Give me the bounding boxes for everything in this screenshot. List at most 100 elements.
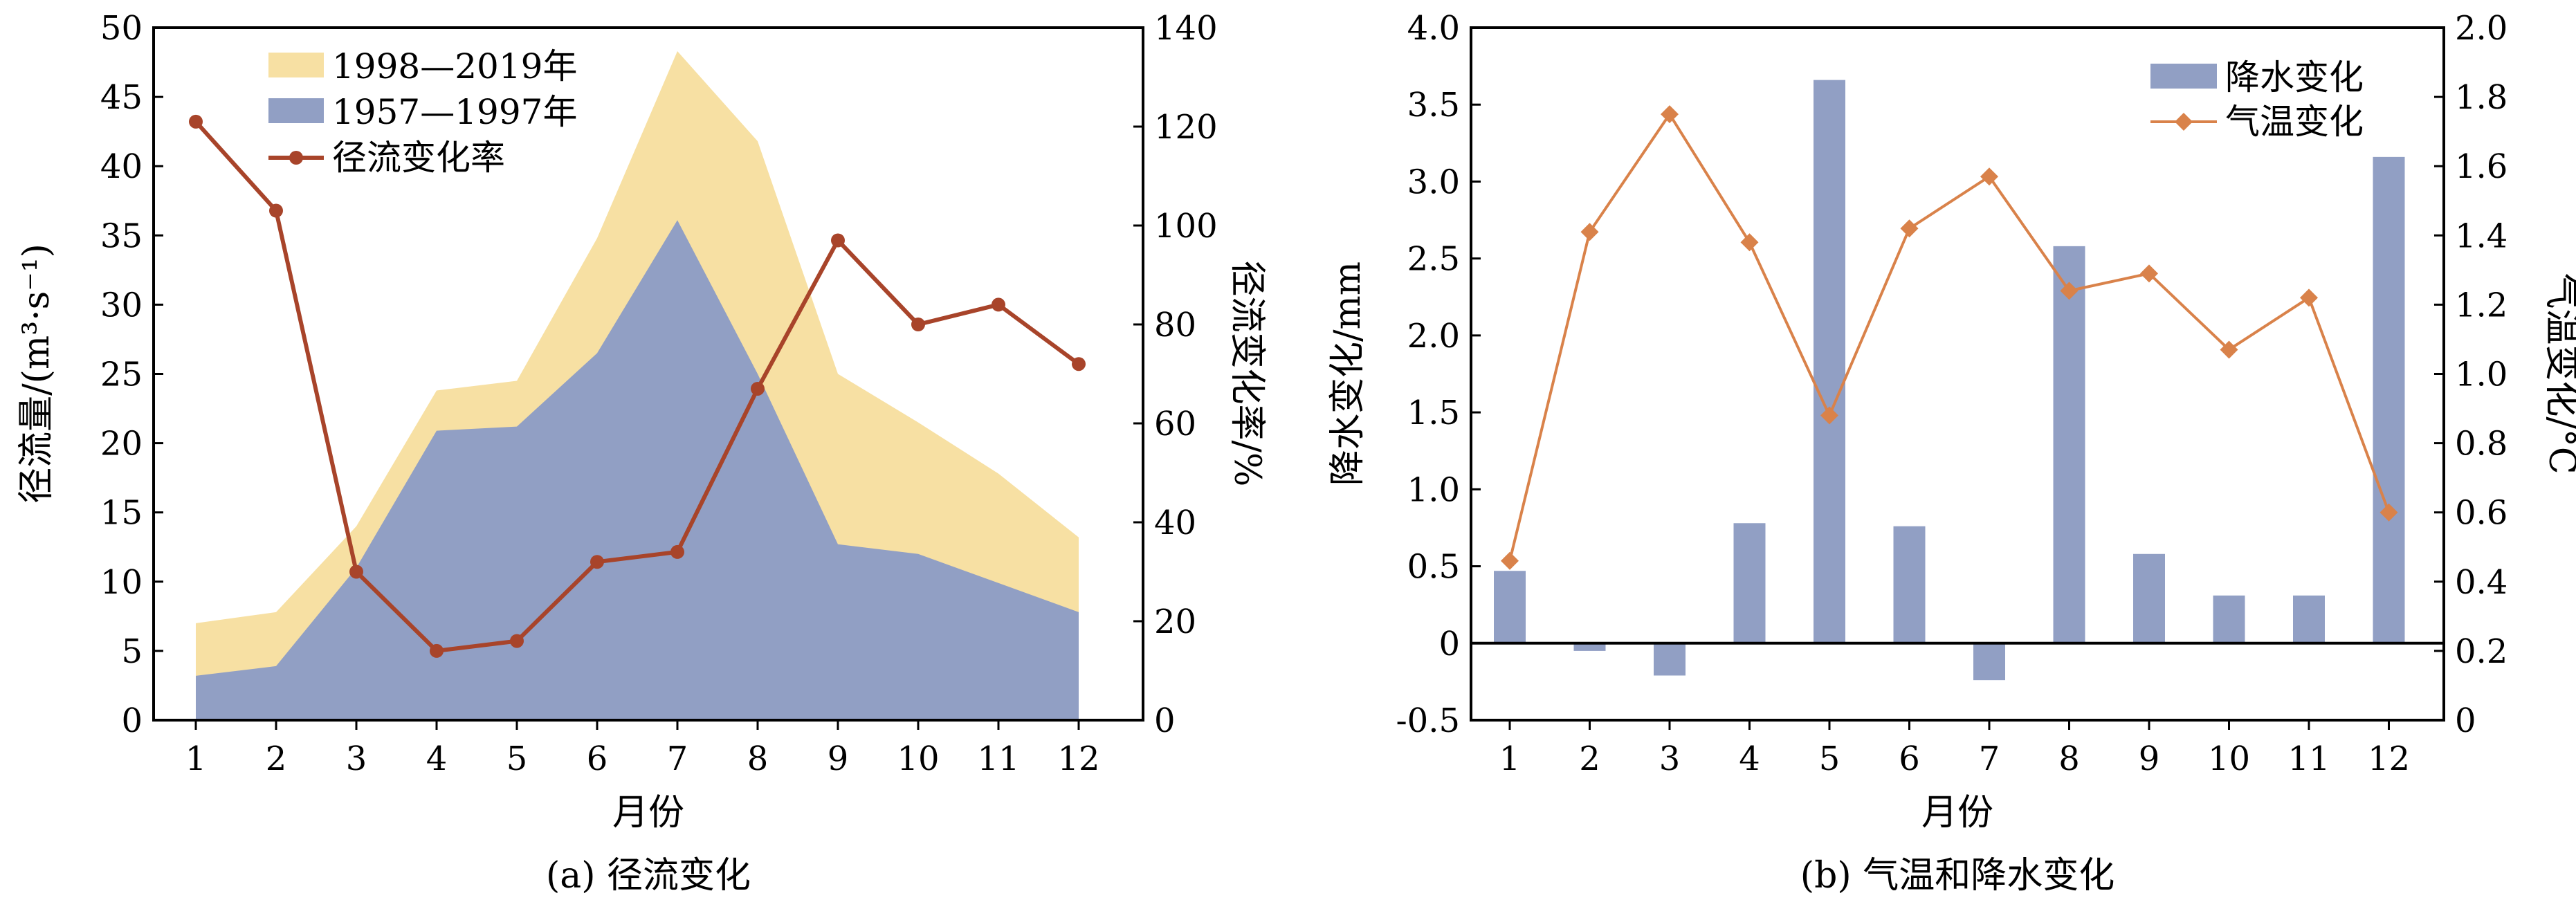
line-point-7 [670, 544, 684, 559]
line-point-6 [590, 555, 604, 569]
y-tick-label: 0 [121, 701, 143, 740]
panel-b-y-axis: -0.5 0 0.5 1.0 1.5 2.0 2.5 3.0 3.5 4.0 [1396, 9, 1481, 740]
bar-1 [1494, 571, 1526, 643]
y2-tick-label: 1.8 [2455, 78, 2508, 117]
panel-a-x-axis: 1 2 3 4 5 6 7 8 9 10 11 12 [185, 720, 1100, 778]
x-tick-label: 10 [897, 740, 939, 778]
y-tick-label: 20 [100, 425, 143, 463]
bar-10 [2213, 595, 2245, 643]
y-tick-label: 5 [121, 632, 143, 671]
y-tick-label: 0.5 [1407, 548, 1460, 587]
line-point-9 [831, 233, 845, 248]
y-tick-label: 30 [100, 286, 143, 324]
legend-label-1: 1957—1997年 [332, 92, 578, 132]
line-point-7 [1980, 167, 1998, 186]
panel-b-y2-axis: 0 0.2 0.4 0.6 0.8 1.0 1.2 1.4 1.6 1.8 2.0 [2434, 9, 2508, 740]
line-point-5 [510, 634, 524, 648]
bar-12 [2373, 156, 2405, 643]
x-tick-label: 1 [1499, 740, 1521, 778]
y-tick-label: 3.0 [1407, 163, 1460, 201]
x-tick-label: 5 [1819, 740, 1840, 778]
y2-tick-label: 1.6 [2455, 147, 2508, 186]
legend-swatch-0 [268, 53, 324, 77]
x-tick-label: 6 [587, 740, 608, 778]
legend-label-2: 径流变化率 [332, 138, 505, 178]
y-tick-label: 4.0 [1407, 9, 1460, 48]
x-tick-label: 11 [977, 740, 1019, 778]
y2-tick-label: 2.0 [2455, 9, 2508, 48]
panel-b-y2-axis-title: 气温变化/°C [2541, 273, 2576, 474]
y-tick-label: 3.5 [1407, 86, 1460, 125]
panel-b-caption: (b) 气温和降水变化 [1800, 855, 2114, 897]
line-point-8 [751, 381, 765, 396]
line-point-1 [189, 114, 203, 129]
line-point-12 [2379, 503, 2398, 522]
y2-tick-label: 0.8 [2455, 425, 2508, 463]
y2-tick-label: 140 [1154, 9, 1218, 48]
y-tick-label: 35 [100, 217, 143, 255]
bar-5 [1814, 80, 1845, 643]
x-tick-label: 4 [1739, 740, 1760, 778]
panel-a-y-axis-title: 径流量/(m³·s⁻¹) [16, 244, 57, 504]
y2-tick-label: 0 [2455, 701, 2476, 740]
y2-tick-label: 0 [1154, 701, 1176, 740]
line-point-6 [1900, 219, 1919, 238]
panel-a-x-axis-title: 月份 [612, 792, 684, 834]
x-tick-label: 5 [506, 740, 528, 778]
x-tick-label: 2 [1579, 740, 1600, 778]
legend-swatch-1 [268, 98, 324, 123]
x-tick-label: 2 [266, 740, 287, 778]
x-tick-label: 4 [426, 740, 448, 778]
bar-4 [1733, 523, 1766, 643]
line-point-3 [1661, 105, 1679, 124]
x-tick-label: 12 [2368, 740, 2410, 778]
y-tick-label: 25 [100, 356, 143, 394]
line-point-2 [269, 203, 283, 218]
panel-b: 1 2 3 4 5 6 7 8 9 10 11 12 -0.500.51.01.52.02.53.03… [1327, 9, 2576, 897]
y-tick-label: 2.5 [1407, 240, 1460, 279]
x-tick-label: 7 [1979, 740, 2000, 778]
y2-tick-label: 1.0 [2455, 356, 2508, 394]
panel-b-x-axis: 1 2 3 4 5 6 7 8 9 10 11 12 [1499, 720, 2410, 778]
panel-a-plot-area [189, 51, 1086, 720]
x-tick-label: 3 [346, 740, 367, 778]
y-tick-label: 1.0 [1407, 470, 1460, 509]
bar-2 [1573, 643, 1606, 651]
x-tick-label: 7 [667, 740, 688, 778]
panel-a-y2-axis-title: 径流变化率/% [1226, 261, 1268, 487]
x-tick-label: 8 [747, 740, 769, 778]
line-point-10 [2220, 340, 2238, 359]
y2-tick-label: 0.4 [2455, 563, 2508, 602]
y-tick-label: 15 [100, 494, 143, 533]
x-tick-label: 8 [2058, 740, 2080, 778]
x-tick-label: 12 [1057, 740, 1099, 778]
y2-tick-label: 40 [1154, 504, 1196, 542]
line-point-5 [1820, 406, 1838, 425]
y2-tick-label: 1.2 [2455, 286, 2508, 324]
x-tick-label: 6 [1899, 740, 1920, 778]
legend-label-1: 气温变化 [2225, 102, 2364, 142]
legend-label-0: 1998—2019年 [332, 46, 578, 86]
y-tick-label: 10 [100, 563, 143, 602]
y2-tick-label: 60 [1154, 405, 1196, 443]
bar-7 [1973, 643, 2005, 681]
bar-9 [2133, 553, 2165, 643]
line-point-11 [2300, 288, 2318, 307]
line-point-4 [430, 643, 444, 658]
y2-tick-label: 80 [1154, 306, 1196, 345]
line-series-1 [1508, 111, 2391, 562]
bar-6 [1893, 526, 1926, 643]
line-point-9 [2140, 264, 2158, 283]
line-point-10 [911, 318, 925, 331]
x-tick-label: 10 [2208, 740, 2250, 778]
panel-b-plot-area [1471, 80, 2444, 681]
line-point-1 [1501, 551, 1519, 570]
line-point-3 [349, 564, 363, 579]
line-point-12 [1072, 357, 1086, 371]
panel-a-caption: (a) 径流变化 [546, 855, 751, 897]
panel-b-x-axis-title: 月份 [1921, 792, 1993, 834]
y-tick-label: 1.5 [1407, 394, 1460, 432]
y-tick-label: -0.5 [1396, 701, 1460, 740]
